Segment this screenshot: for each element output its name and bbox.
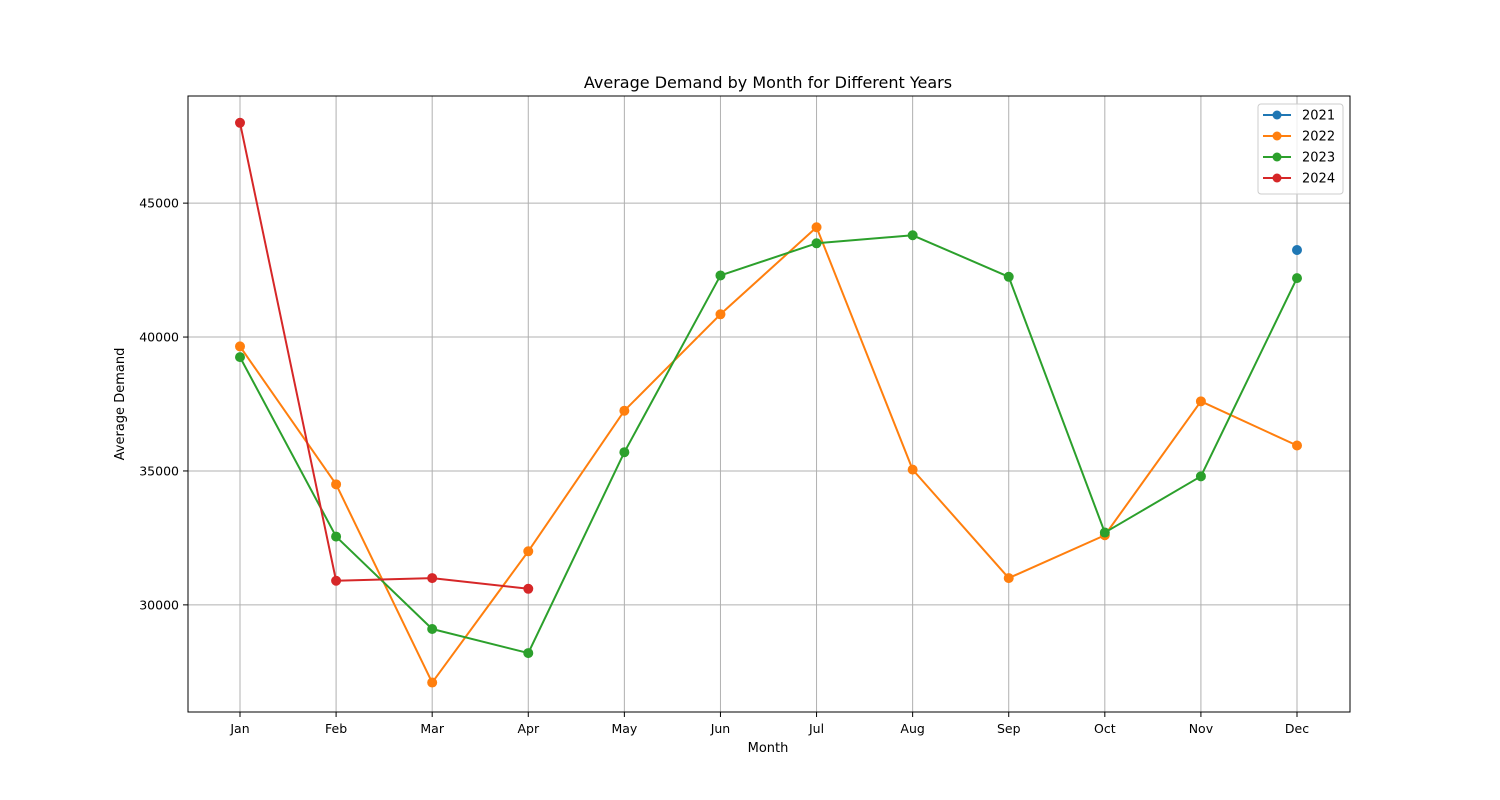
legend-label: 2023 [1302,151,1335,166]
x-tick-label: Sep [997,721,1021,736]
data-point [523,648,534,659]
data-point [1195,471,1206,482]
data-point [619,405,630,416]
data-point [811,238,822,249]
x-axis-ticks: Jan Feb Mar Apr May Jun Jul Aug Sep Oct Nov Dec [229,712,1309,736]
data-point [235,352,245,363]
x-tick-label: Mar [420,721,444,736]
x-tick-label: Jun [710,721,731,736]
data-point [619,447,630,458]
legend: 2021 2022 2023 2024 [1257,103,1344,195]
series-layer [235,117,1302,688]
legend-marker [1272,152,1282,162]
data-point [331,479,342,490]
data-point [1195,396,1206,407]
series-line [239,234,1298,655]
legend-item: 2023 [1263,151,1335,166]
x-tick-label: Nov [1189,721,1214,736]
data-point [1003,271,1014,282]
legend-item: 2022 [1263,130,1335,145]
legend-label: 2022 [1302,130,1335,145]
y-tick-label: 30000 [139,597,179,612]
x-tick-label: Jul [808,721,824,736]
data-point [1292,273,1302,284]
legend-marker [1272,131,1282,141]
grid [188,96,1350,712]
data-point [523,583,534,594]
y-axis-label: Average Demand [113,348,128,461]
series-2024 [235,117,534,594]
data-point [1292,440,1302,451]
y-tick-label: 45000 [139,196,179,211]
legend-marker [1272,110,1282,120]
series-line [239,122,529,590]
x-tick-label: Oct [1094,721,1116,736]
legend-label: 2021 [1302,109,1335,124]
data-point [1099,527,1110,538]
data-point [235,341,245,352]
data-point [331,531,342,542]
data-point [523,546,534,557]
chart-title: Average Demand by Month for Different Ye… [584,73,952,92]
x-axis-label: Month [748,741,789,756]
data-point [1292,245,1302,255]
data-point [427,677,438,688]
data-point [907,464,918,475]
data-point [1003,573,1014,584]
legend-label: 2024 [1302,172,1335,187]
series-2022 [235,222,1302,688]
data-point [427,573,438,584]
legend-box [1257,103,1344,195]
data-point [331,575,342,586]
data-point [715,270,726,281]
data-point [907,230,918,241]
plot-area-frame [187,95,1351,713]
series-line [239,226,1298,684]
data-point [811,222,822,233]
x-tick-label: Apr [517,721,539,736]
y-tick-label: 35000 [139,463,179,478]
legend-item: 2024 [1263,172,1335,187]
series-2021 [1292,245,1302,255]
x-tick-label: Aug [900,721,924,736]
data-point [427,623,438,634]
data-point [235,117,245,128]
x-tick-label: Dec [1285,721,1309,736]
y-axis-ticks: 30000 35000 40000 45000 [139,196,188,612]
x-tick-label: Feb [325,721,347,736]
data-point [715,309,726,320]
x-tick-label: May [611,721,637,736]
x-tick-label: Jan [229,721,249,736]
y-tick-label: 40000 [139,330,179,345]
legend-marker [1272,173,1282,183]
legend-item: 2021 [1263,109,1335,124]
series-2023 [235,230,1302,659]
